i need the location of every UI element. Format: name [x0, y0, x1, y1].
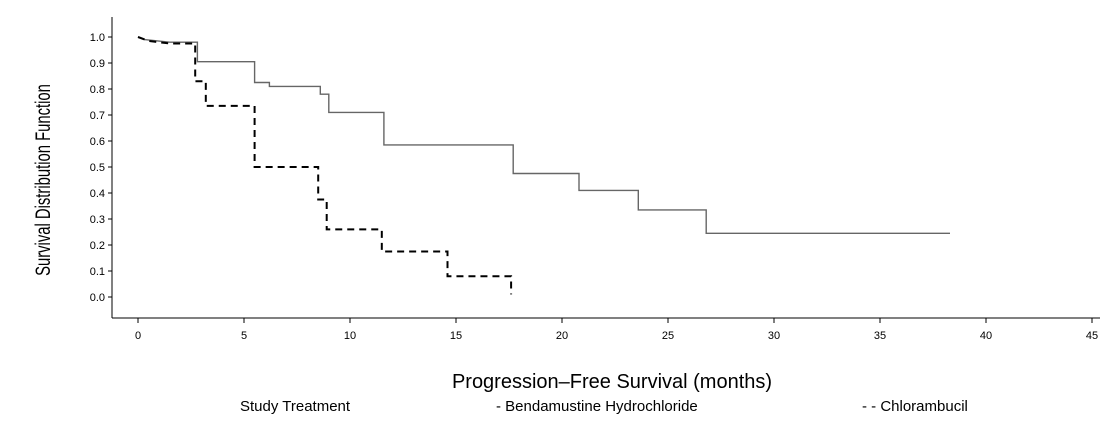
y-tick-label: 0.3	[90, 214, 105, 226]
x-tick-label: 15	[450, 330, 462, 342]
legend: Study Treatment - Bendamustine Hydrochlo…	[0, 398, 1104, 418]
y-tick-label: 0.6	[90, 136, 105, 148]
x-tick-label: 20	[556, 330, 568, 342]
series-layer	[138, 37, 950, 294]
axes: 0.0 0.1 0.2 0.3 0.4 0.5 0.6 0.7 0.8 0.9 1.0 0 5 10 15 2…	[90, 17, 1100, 342]
y-axis-title: Survival Distribution Function	[30, 84, 54, 276]
y-tick-label: 0.0	[90, 292, 105, 304]
x-tick-label: 35	[874, 330, 886, 342]
y-tick-label: 0.9	[90, 58, 105, 70]
series-line-chlorambucil	[138, 37, 511, 294]
x-axis-title: Progression–Free Survival (months)	[452, 371, 772, 393]
y-tick-label: 0.7	[90, 110, 105, 122]
x-tick-label: 30	[768, 330, 780, 342]
x-tick-label: 40	[980, 330, 992, 342]
series-line-bendamustine	[138, 37, 950, 233]
y-tick-label: 0.5	[90, 162, 105, 174]
x-tick-label: 25	[662, 330, 674, 342]
survival-chart: Survival Distribution Function Progressi…	[0, 0, 1104, 398]
y-tick-label: 0.8	[90, 84, 105, 96]
y-tick-label: 1.0	[90, 32, 105, 44]
x-tick-label: 45	[1086, 330, 1098, 342]
y-tick-label: 0.2	[90, 240, 105, 252]
legend-entry-bendamustine: - Bendamustine Hydrochloride	[496, 398, 698, 415]
x-tick-label: 5	[241, 330, 247, 342]
x-tick-label: 0	[135, 330, 141, 342]
y-tick-label: 0.4	[90, 188, 105, 200]
legend-title: Study Treatment	[240, 398, 350, 415]
y-tick-label: 0.1	[90, 266, 105, 278]
x-tick-label: 10	[344, 330, 356, 342]
legend-entry-chlorambucil: - - Chlorambucil	[862, 398, 968, 415]
